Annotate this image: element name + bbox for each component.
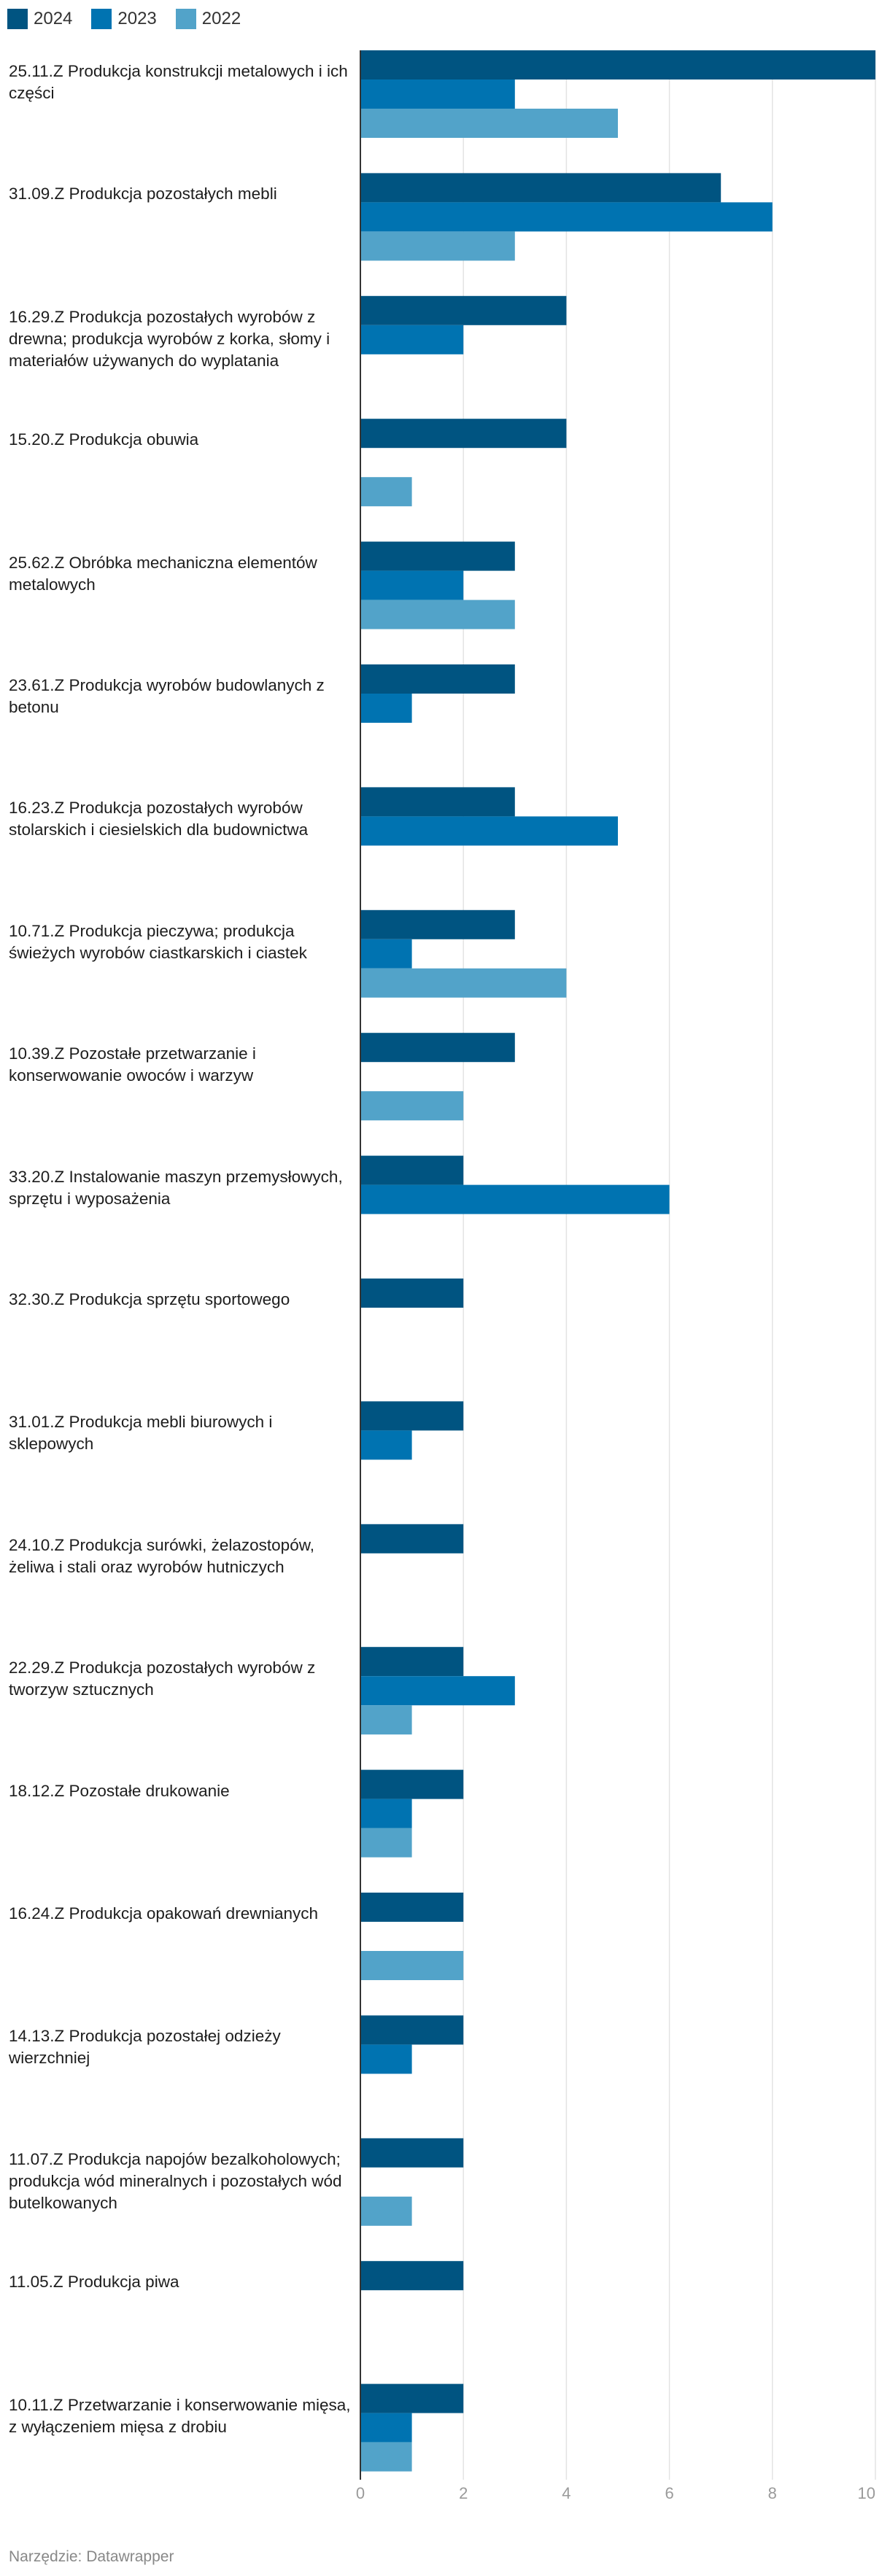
category-label: 23.61.Z Produkcja wyrobów budowlanych z … bbox=[9, 676, 325, 716]
bar-2024-2 bbox=[360, 295, 567, 325]
bar-2023-7 bbox=[360, 939, 412, 969]
x-tick-label-8: 8 bbox=[768, 2484, 777, 2502]
category-label: 24.10.Z Produkcja surówki, żelazostopów,… bbox=[9, 1535, 314, 1576]
legend-item-2022: 2022 bbox=[175, 9, 241, 29]
bar-2023-0 bbox=[360, 79, 515, 109]
category-label: 31.09.Z Produkcja pozostałych mebli bbox=[9, 185, 277, 203]
bar-2022-8 bbox=[360, 1091, 464, 1121]
bar-2024-9 bbox=[360, 1155, 464, 1185]
bar-2023-6 bbox=[360, 816, 618, 846]
bar-2022-7 bbox=[360, 968, 567, 998]
bar-2024-4 bbox=[360, 541, 515, 571]
bar-2023-5 bbox=[360, 694, 412, 723]
category-label: 31.01.Z Produkcja mebli biurowych i skle… bbox=[9, 1413, 273, 1454]
category-label: 33.20.Z Instalowanie maszyn przemysłowyc… bbox=[9, 1167, 343, 1208]
bar-2023-4 bbox=[360, 570, 464, 600]
x-tick-label-2: 2 bbox=[459, 2484, 468, 2502]
bar-2022-3 bbox=[360, 477, 412, 507]
x-tick-label-6: 6 bbox=[665, 2484, 673, 2502]
bar-2024-5 bbox=[360, 664, 515, 694]
bar-2024-12 bbox=[360, 1524, 464, 1553]
bar-2023-13 bbox=[360, 1676, 515, 1706]
category-label: 18.12.Z Pozostałe drukowanie bbox=[9, 1781, 230, 1800]
legend-item-2024: 2024 bbox=[7, 9, 72, 29]
bar-2024-15 bbox=[360, 1893, 464, 1922]
category-label: 10.39.Z Pozostałe przetwarzanie i konser… bbox=[9, 1044, 256, 1085]
x-tick-label-10: 10 bbox=[858, 2484, 875, 2502]
bar-2022-1 bbox=[360, 231, 515, 261]
bar-2023-14 bbox=[360, 1799, 412, 1828]
bar-2024-7 bbox=[360, 909, 515, 939]
category-label: 15.20.Z Produkcja obuwia bbox=[9, 430, 199, 449]
bar-2022-4 bbox=[360, 600, 515, 629]
x-tick-label-0: 0 bbox=[356, 2484, 365, 2502]
bar-2024-6 bbox=[360, 787, 515, 817]
category-label: 11.05.Z Produkcja piwa bbox=[9, 2273, 179, 2292]
category-label: 32.30.Z Produkcja sprzętu sportowego bbox=[9, 1290, 290, 1308]
legend-swatch-2022 bbox=[175, 9, 196, 29]
bar-2023-19 bbox=[360, 2413, 412, 2443]
bar-2023-1 bbox=[360, 202, 773, 232]
category-label: 25.62.Z Obróbka mechaniczna elementów me… bbox=[9, 553, 317, 594]
legend-label-2022: 2022 bbox=[201, 9, 241, 28]
legend-swatch-2023 bbox=[91, 9, 112, 29]
category-label: 16.29.Z Produkcja pozostałych wyrobów z … bbox=[9, 307, 330, 370]
bar-2023-16 bbox=[360, 2044, 412, 2074]
legend-item-2023: 2023 bbox=[91, 9, 157, 29]
bar-2024-14 bbox=[360, 1769, 464, 1799]
bar-2024-13 bbox=[360, 1647, 464, 1677]
category-label: 22.29.Z Produkcja pozostałych wyrobów z … bbox=[9, 1659, 316, 1699]
bar-2022-13 bbox=[360, 1705, 412, 1735]
bar-2024-3 bbox=[360, 419, 567, 449]
bar-2024-8 bbox=[360, 1033, 515, 1063]
legend-label-2023: 2023 bbox=[117, 9, 157, 28]
category-label: 14.13.Z Produkcja pozostałej odzieży wie… bbox=[9, 2027, 281, 2068]
category-label: 10.71.Z Produkcja pieczywa; produkcja św… bbox=[9, 921, 307, 962]
bar-2024-17 bbox=[360, 2138, 464, 2168]
category-label: 16.24.Z Produkcja opakowań drewnianych bbox=[9, 1904, 319, 1923]
category-label: 25.11.Z Produkcja konstrukcji metalowych… bbox=[9, 62, 348, 102]
bar-2023-2 bbox=[360, 325, 464, 354]
bar-2023-11 bbox=[360, 1430, 412, 1460]
bar-2024-11 bbox=[360, 1401, 464, 1431]
bar-2024-19 bbox=[360, 2383, 464, 2413]
bar-2022-0 bbox=[360, 109, 618, 138]
bar-2024-0 bbox=[360, 50, 875, 79]
bar-2022-17 bbox=[360, 2196, 412, 2226]
legend-swatch-2024 bbox=[7, 9, 28, 29]
bar-2024-16 bbox=[360, 2015, 464, 2045]
bar-2024-18 bbox=[360, 2261, 464, 2291]
bar-2023-9 bbox=[360, 1184, 670, 1214]
legend-label-2024: 2024 bbox=[34, 9, 73, 28]
category-label: 11.07.Z Produkcja napojów bezalkoholowyc… bbox=[9, 2149, 342, 2212]
source-credit: Narzędzie: Datawrapper bbox=[9, 2548, 174, 2565]
bar-2022-19 bbox=[360, 2442, 412, 2472]
x-tick-label-4: 4 bbox=[562, 2484, 570, 2502]
bar-2022-15 bbox=[360, 1951, 464, 1980]
category-label: 16.23.Z Produkcja pozostałych wyrobów st… bbox=[9, 799, 309, 839]
bar-2024-1 bbox=[360, 173, 721, 203]
category-label: 10.11.Z Przetwarzanie i konserwowanie mi… bbox=[9, 2395, 351, 2436]
bar-2022-14 bbox=[360, 1828, 412, 1858]
legend: 2024 2023 2022 bbox=[7, 9, 241, 29]
bar-2024-10 bbox=[360, 1279, 464, 1308]
